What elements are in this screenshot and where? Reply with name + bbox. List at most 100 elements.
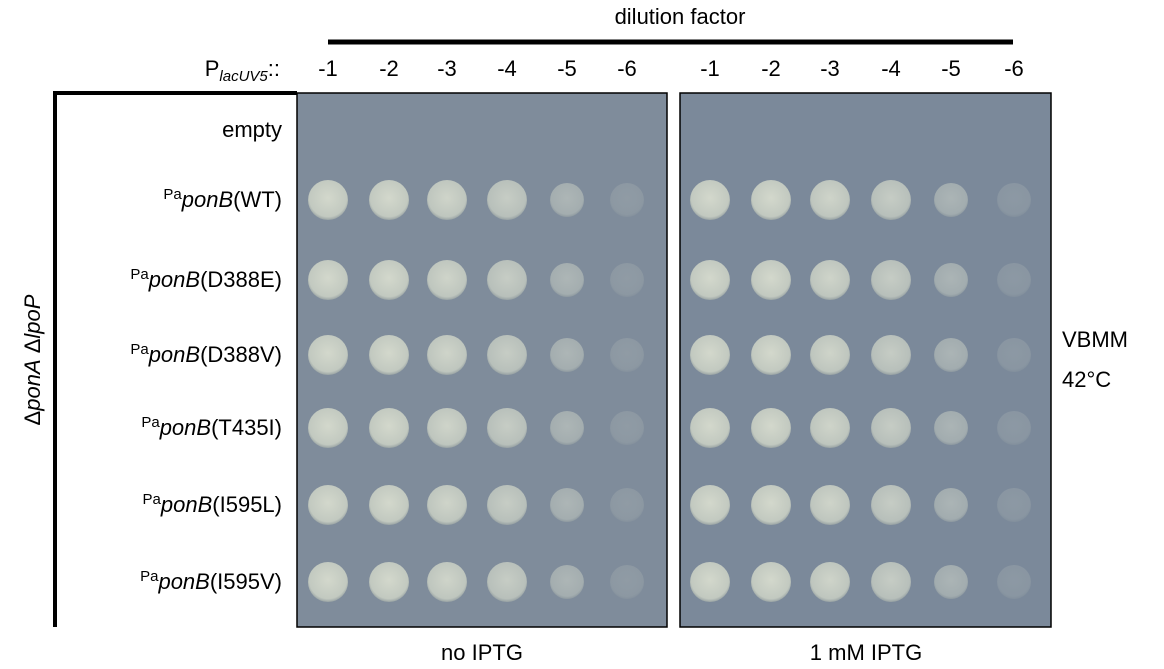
colony-spot [487, 485, 527, 525]
colony-spot [690, 485, 730, 525]
colony-spot [550, 263, 584, 297]
row-label: PaponB(T435I) [141, 414, 282, 440]
colony-spot [550, 488, 584, 522]
plate-iptg [679, 92, 1052, 628]
variant-name: (T435I) [211, 415, 282, 440]
colony-spot [427, 408, 467, 448]
gene-name: ponB [181, 187, 233, 212]
colony-spot [427, 485, 467, 525]
colony-spot [997, 565, 1031, 599]
colony-spot [934, 338, 968, 372]
dilution-label: -1 [318, 56, 338, 81]
medium-label: VBMM [1062, 327, 1128, 352]
colony-spot [690, 562, 730, 602]
colony-spot [934, 488, 968, 522]
dilution-title: dilution factor [615, 4, 746, 29]
colony-spot [690, 408, 730, 448]
gene-name: ponB [157, 569, 209, 594]
colony-spot [810, 562, 850, 602]
colony-spot [550, 183, 584, 217]
strain-prefix: Pa [163, 186, 182, 203]
colony-spot [997, 263, 1031, 297]
colony-spot [487, 562, 527, 602]
dilution-label: -2 [379, 56, 399, 81]
strain-prefix: Pa [130, 341, 149, 358]
dilution-label: -1 [700, 56, 720, 81]
row-label: PaponB(I595L) [143, 491, 282, 517]
variant-name: (I595L) [212, 492, 282, 517]
panel-label: 1 mM IPTG [810, 640, 922, 665]
colony-spot [810, 335, 850, 375]
colony-spot [550, 411, 584, 445]
variant-name: (D388V) [200, 342, 282, 367]
colony-spot [308, 408, 348, 448]
colony-spot [610, 488, 644, 522]
promoter-label: PlacUV5:: [205, 56, 280, 85]
variant-name: (I595V) [210, 569, 282, 594]
gene-name: ponB [159, 415, 211, 440]
colony-spot [871, 562, 911, 602]
colony-spot [308, 260, 348, 300]
colony-spot [369, 562, 409, 602]
colony-spot [610, 263, 644, 297]
gene-name: ponB [160, 492, 212, 517]
colony-spot [427, 335, 467, 375]
colony-spot [690, 335, 730, 375]
plate-no-iptg [296, 92, 668, 628]
colony-spot [810, 485, 850, 525]
colony-spot [369, 408, 409, 448]
colony-spot [427, 180, 467, 220]
colony-spot [369, 485, 409, 525]
colony-spot [810, 260, 850, 300]
colony-spot [427, 260, 467, 300]
colony-spot [487, 408, 527, 448]
colony-spot [751, 260, 791, 300]
colony-spot [610, 338, 644, 372]
colony-spot [997, 338, 1031, 372]
colony-spot [751, 485, 791, 525]
strain-prefix: Pa [140, 568, 159, 585]
dilution-label: -5 [941, 56, 961, 81]
colony-spot [934, 183, 968, 217]
colony-spot [610, 565, 644, 599]
colony-spot [610, 411, 644, 445]
dilution-label: -4 [497, 56, 517, 81]
colony-spot [997, 411, 1031, 445]
colony-spot [751, 562, 791, 602]
dilution-label: -6 [617, 56, 637, 81]
gene-name: ponB [148, 267, 200, 292]
dilution-label: -4 [881, 56, 901, 81]
colony-spot [690, 260, 730, 300]
row-label: PaponB(D388V) [130, 341, 282, 367]
dilution-label: -5 [557, 56, 577, 81]
colony-spot [550, 338, 584, 372]
colony-spot [487, 180, 527, 220]
dilution-label: -2 [761, 56, 781, 81]
colony-spot [810, 180, 850, 220]
colony-spot [751, 335, 791, 375]
colony-spot [751, 408, 791, 448]
colony-spot [369, 335, 409, 375]
colony-spot [871, 485, 911, 525]
row-label: PaponB(WT) [163, 186, 282, 212]
temperature-label: 42°C [1062, 367, 1111, 392]
colony-spot [751, 180, 791, 220]
variant-name: (D388E) [200, 267, 282, 292]
gene-name: ponB [148, 342, 200, 367]
colony-spot [934, 565, 968, 599]
colony-spot [934, 411, 968, 445]
row-label: PaponB(D388E) [130, 266, 282, 292]
colony-spot [997, 183, 1031, 217]
colony-spot [690, 180, 730, 220]
colony-spot [871, 180, 911, 220]
dilution-label: -3 [437, 56, 457, 81]
colony-spot [308, 562, 348, 602]
panel-label: no IPTG [441, 640, 523, 665]
strain-label: ΔponA ΔlpoP [20, 294, 45, 425]
colony-spot [550, 565, 584, 599]
variant-name: (WT) [233, 187, 282, 212]
colony-spot [487, 260, 527, 300]
colony-spot [610, 183, 644, 217]
